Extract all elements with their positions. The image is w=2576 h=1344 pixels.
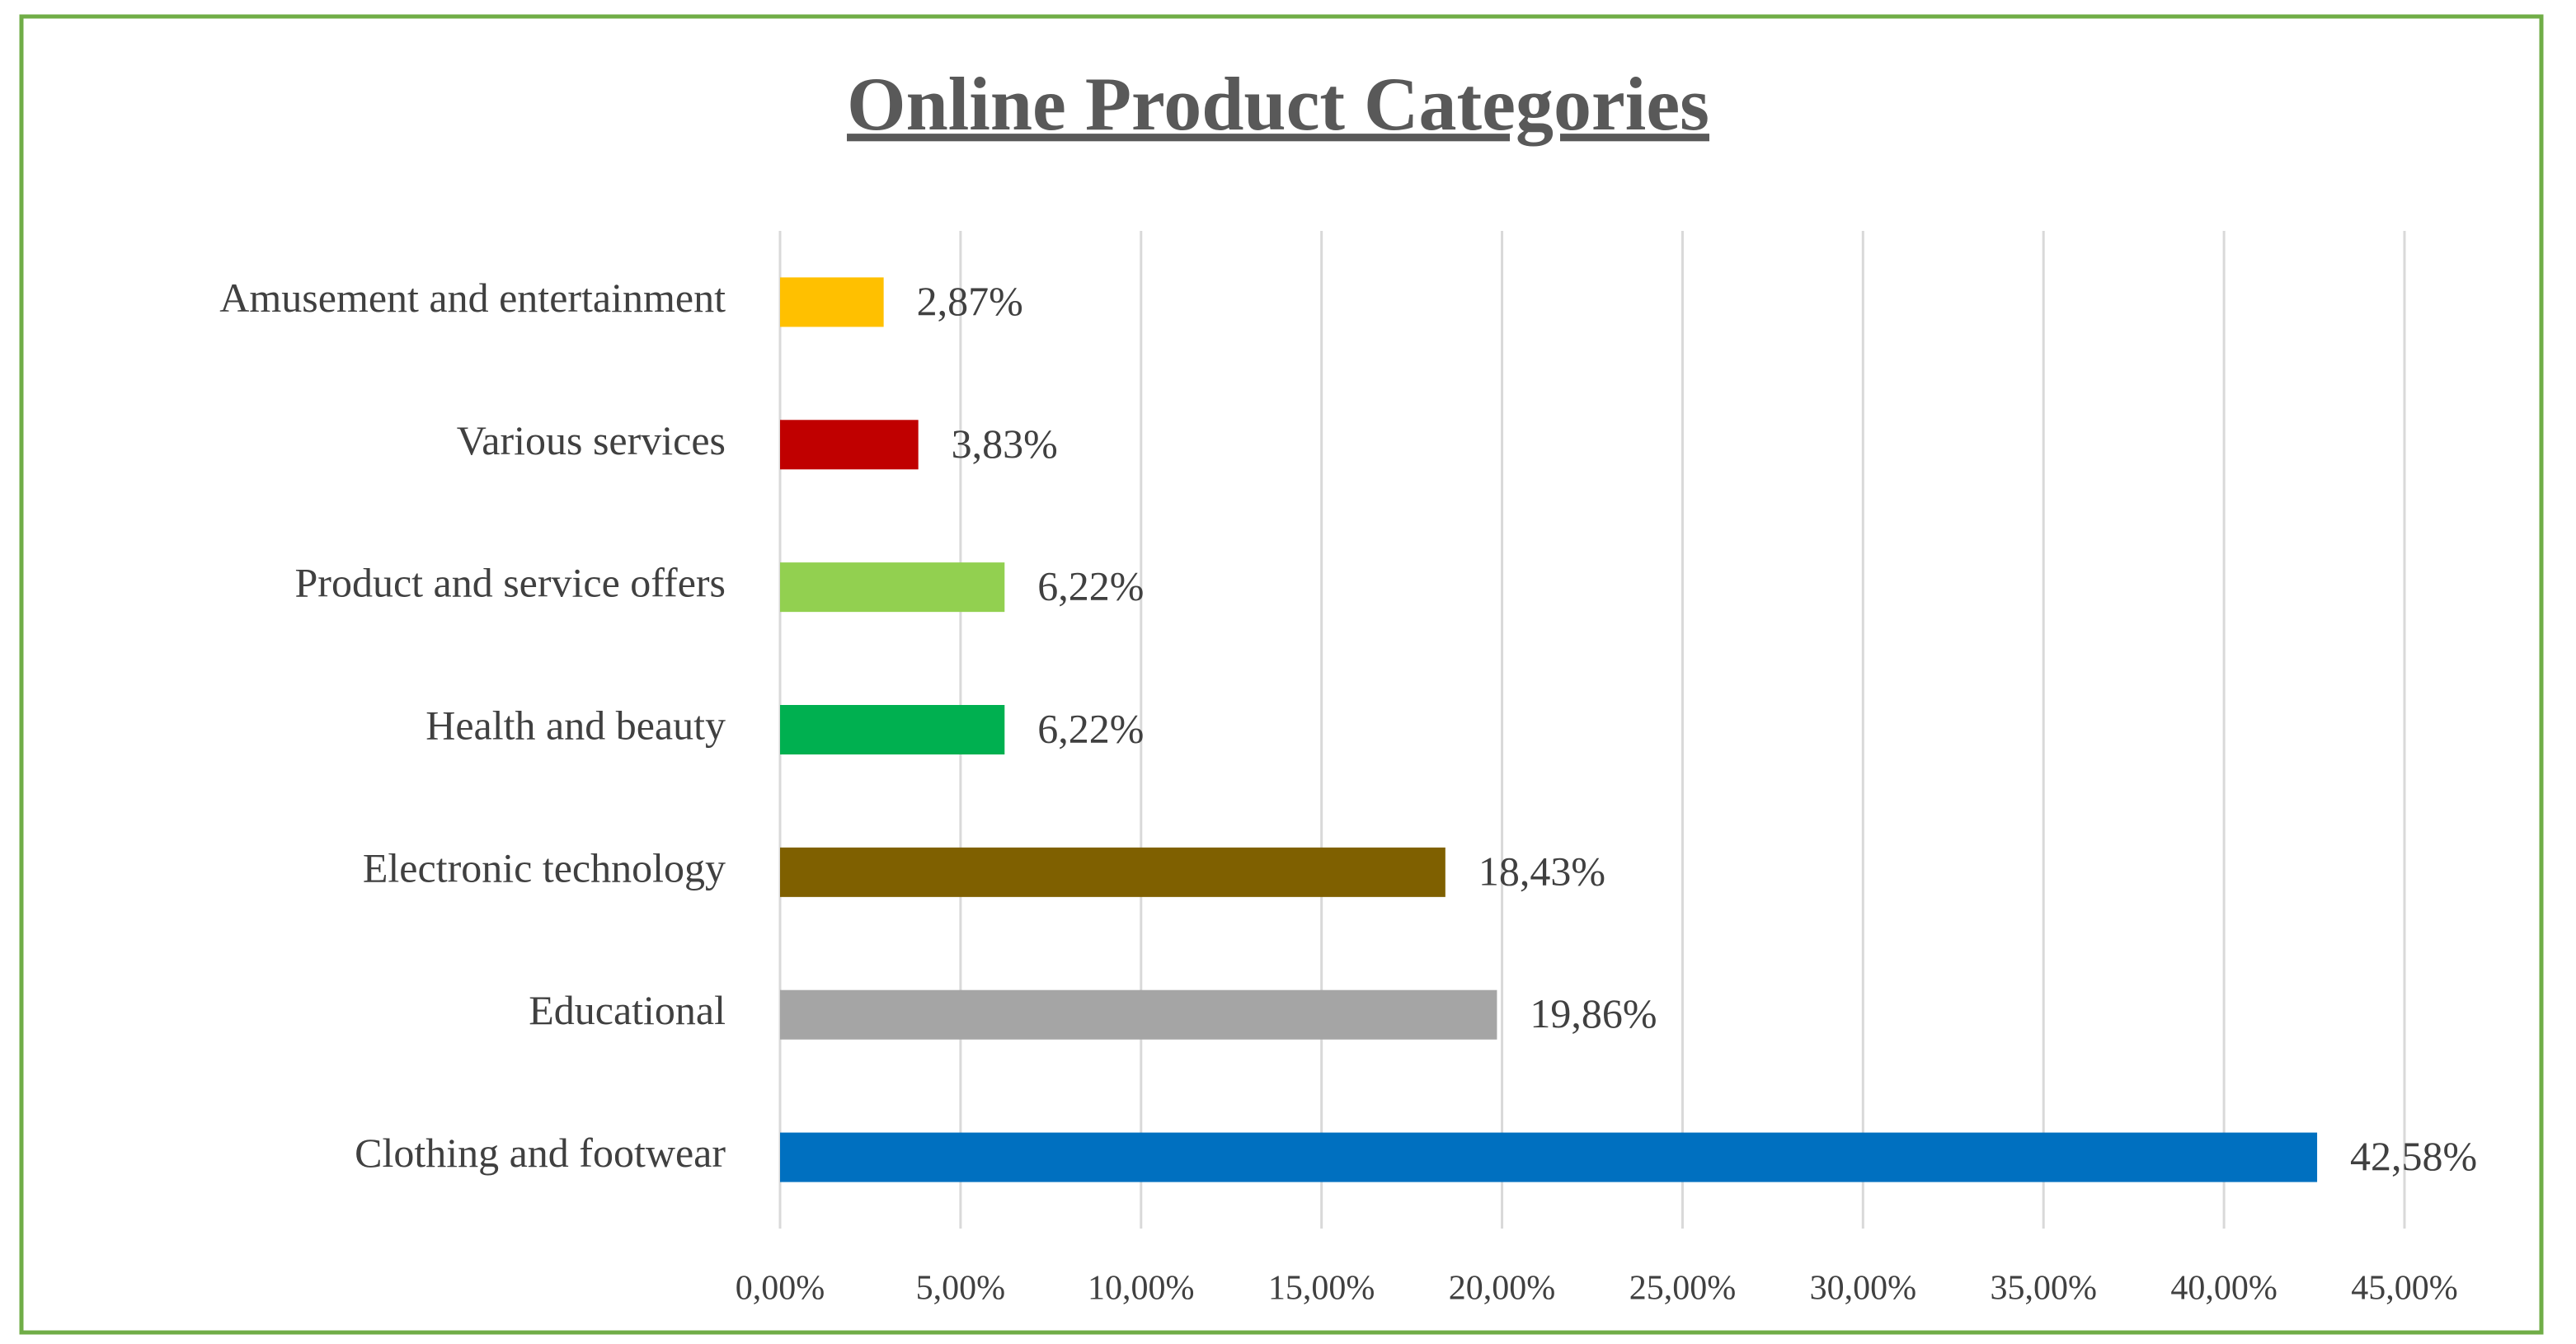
- data-label: 6,22%: [1037, 563, 1144, 609]
- chart-title: Online Product Categories: [847, 62, 1709, 146]
- x-tick-label: 5,00%: [916, 1270, 1006, 1308]
- x-tick-label: 0,00%: [736, 1270, 825, 1308]
- y-tick-label: Various services: [457, 417, 726, 463]
- y-tick-label: Electronic technology: [363, 844, 726, 891]
- data-label: 2,87%: [917, 278, 1023, 324]
- bar: [780, 989, 1497, 1040]
- y-tick-label: Health and beauty: [425, 702, 726, 748]
- y-tick-label: Product and service offers: [294, 560, 726, 606]
- bar: [780, 705, 1005, 754]
- bar: [780, 847, 1445, 897]
- x-tick-label: 40,00%: [2170, 1270, 2278, 1308]
- x-tick-label: 10,00%: [1088, 1270, 1195, 1308]
- y-tick-label: Amusement and entertainment: [219, 275, 726, 321]
- x-tick-label: 15,00%: [1268, 1270, 1375, 1308]
- x-tick-label: 20,00%: [1449, 1270, 1556, 1308]
- data-label: 6,22%: [1037, 705, 1144, 751]
- data-label: 18,43%: [1478, 848, 1605, 894]
- bar: [780, 277, 884, 327]
- x-tick-label: 45,00%: [2351, 1270, 2458, 1308]
- bar: [780, 562, 1005, 613]
- data-label: 3,83%: [952, 421, 1058, 467]
- bar: [780, 1132, 2318, 1182]
- x-tick-label: 35,00%: [1990, 1270, 2097, 1308]
- x-tick-label: 30,00%: [1810, 1270, 1917, 1308]
- chart-border: [19, 14, 2544, 1335]
- bar: [780, 420, 919, 470]
- y-tick-label: Clothing and footwear: [355, 1130, 726, 1176]
- data-label: 42,58%: [2350, 1133, 2477, 1179]
- y-tick-label: Educational: [529, 987, 726, 1033]
- data-label: 19,86%: [1530, 990, 1657, 1036]
- x-tick-label: 25,00%: [1629, 1270, 1737, 1308]
